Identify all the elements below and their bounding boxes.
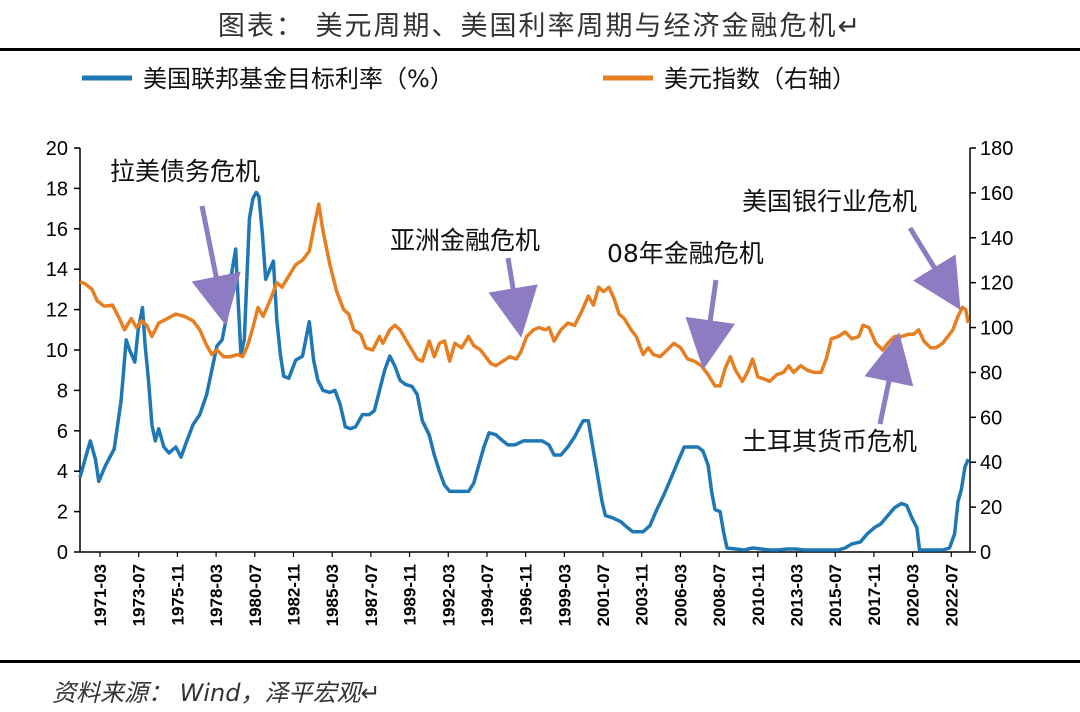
annotation-us-banking-crisis: 美国银行业危机 xyxy=(742,187,961,311)
annotation-arrow-turkey xyxy=(864,332,914,425)
x-tick-label: 2006-03 xyxy=(671,564,690,626)
x-tick-label: 1994-07 xyxy=(478,564,497,626)
x-axis-ticks: 1971-03 1973-07 1975-11 1978-03 1980-07 1982-… xyxy=(91,552,961,626)
x-tick-label: 1989-11 xyxy=(401,564,420,625)
source-note: 资料来源： Wind，泽平宏观↵ xyxy=(52,679,381,707)
x-tick-label: 2001-07 xyxy=(594,564,613,626)
x-tick-label: 2008-07 xyxy=(710,564,729,626)
left-tick-label: 18 xyxy=(46,178,68,200)
annotation-arrow-2008 xyxy=(685,279,735,370)
left-tick-label: 6 xyxy=(57,421,68,443)
annotation-asian-financial-crisis: 亚洲金融危机 xyxy=(390,226,540,338)
left-tick-label: 20 xyxy=(46,138,68,160)
right-tick-label: 80 xyxy=(980,362,1002,384)
right-tick-label: 60 xyxy=(980,407,1002,429)
legend: 美国联邦基金目标利率（%） 美元指数（右轴） xyxy=(82,65,856,93)
left-tick-label: 8 xyxy=(57,380,68,402)
right-tick-label: 180 xyxy=(980,138,1013,160)
annotation-text-latam: 拉美债务危机 xyxy=(110,157,260,186)
left-tick-label: 2 xyxy=(57,502,68,524)
right-tick-label: 40 xyxy=(980,452,1002,474)
x-tick-label: 2017-11 xyxy=(865,564,884,625)
x-tick-label: 2022-07 xyxy=(942,564,961,626)
annotation-text-us-bank: 美国银行业危机 xyxy=(742,187,917,216)
x-tick-label: 1975-11 xyxy=(168,564,187,625)
x-tick-label: 2003-11 xyxy=(633,564,652,625)
left-tick-label: 12 xyxy=(46,300,68,322)
chart-title: 图表： 美元周期、美国利率周期与经济金融危机↵ xyxy=(217,11,863,42)
series-line-fed-rate xyxy=(78,190,970,552)
left-tick-label: 10 xyxy=(46,340,68,362)
x-tick-label: 1985-03 xyxy=(323,564,342,626)
annotation-text-asia: 亚洲金融危机 xyxy=(390,226,540,255)
x-tick-label: 2010-11 xyxy=(749,564,768,625)
annotation-2008-financial-crisis: 08年金融危机 xyxy=(607,239,764,370)
x-tick-label: 1999-03 xyxy=(555,564,574,626)
left-tick-label: 0 xyxy=(57,542,68,564)
x-tick-label: 2015-07 xyxy=(826,564,845,626)
left-axis-ticks: 0 2 4 6 8 10 12 14 16 18 20 xyxy=(46,138,80,564)
x-tick-label: 1978-03 xyxy=(207,564,226,626)
x-tick-label: 1973-07 xyxy=(130,564,149,626)
x-tick-label: 1987-07 xyxy=(362,564,381,626)
x-tick-label: 2013-03 xyxy=(788,564,807,626)
x-tick-label: 2020-03 xyxy=(904,564,923,626)
annotation-text-2008: 08年金融危机 xyxy=(607,239,764,268)
right-axis-ticks: 0 20 40 60 80 100 120 140 160 180 xyxy=(970,138,1013,564)
x-tick-label: 1980-07 xyxy=(246,564,265,626)
legend-label-dxy: 美元指数（右轴） xyxy=(664,65,856,93)
right-tick-label: 120 xyxy=(980,273,1013,295)
x-tick-label: 1996-11 xyxy=(517,564,536,625)
left-tick-label: 16 xyxy=(46,219,68,241)
annotation-arrow-asia xyxy=(488,257,538,338)
annotation-arrow-us-bank xyxy=(907,226,961,311)
annotation-text-turkey: 土耳其货币危机 xyxy=(742,427,917,456)
x-tick-label: 1992-03 xyxy=(439,564,458,626)
footer-rule xyxy=(0,660,1080,663)
left-tick-label: 4 xyxy=(57,461,68,483)
right-tick-label: 100 xyxy=(980,318,1013,340)
right-tick-label: 0 xyxy=(980,542,991,564)
annotation-latam-debt-crisis: 拉美债务危机 xyxy=(110,157,260,326)
chart-canvas: 美国联邦基金目标利率（%） 美元指数（右轴） 0 2 4 6 8 10 12 14 16 18 20… xyxy=(46,65,1014,626)
x-tick-label: 1982-11 xyxy=(284,564,303,625)
left-tick-label: 14 xyxy=(46,259,68,281)
legend-label-rate: 美国联邦基金目标利率（%） xyxy=(143,65,454,93)
right-tick-label: 160 xyxy=(980,183,1013,205)
annotation-arrow-latam xyxy=(191,205,241,326)
right-tick-label: 20 xyxy=(980,497,1002,519)
right-tick-label: 140 xyxy=(980,228,1013,250)
title-rule xyxy=(0,48,1080,51)
annotation-turkey-currency-crisis: 土耳其货币危机 xyxy=(742,332,917,456)
x-tick-label: 1971-03 xyxy=(91,564,110,626)
